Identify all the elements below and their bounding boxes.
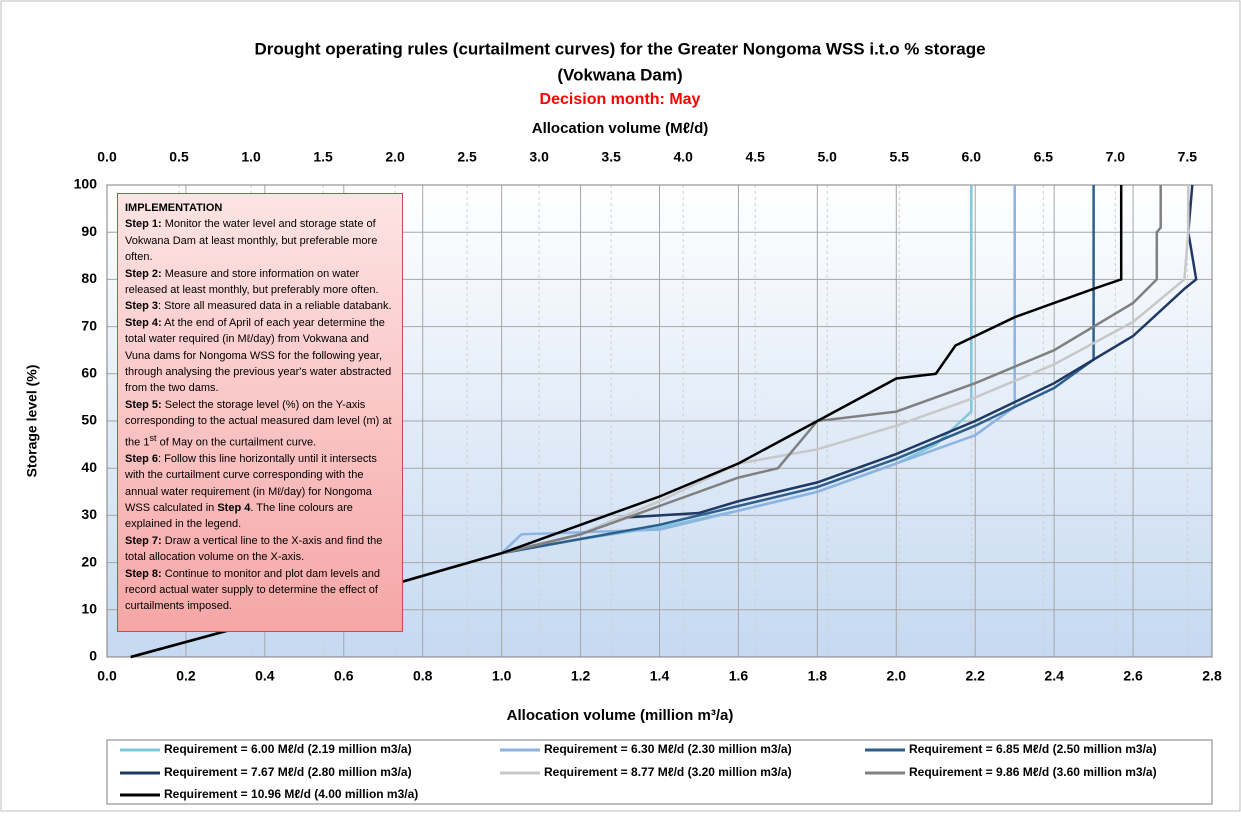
legend-label: Requirement = 8.77 Mℓ/d (3.20 million m3… bbox=[544, 765, 792, 779]
x-tick-label: 1.4 bbox=[650, 668, 670, 684]
x-tick-label: 2.0 bbox=[887, 668, 907, 684]
x2-tick-label: 6.5 bbox=[1034, 149, 1054, 165]
y-tick-label: 60 bbox=[81, 365, 97, 381]
step: Step 2: Measure and store information on… bbox=[125, 266, 395, 299]
step-label: Step 7: bbox=[125, 534, 162, 547]
x-tick-label: 2.4 bbox=[1044, 668, 1064, 684]
step-text: of May on the curtailment curve. bbox=[156, 436, 317, 449]
series-line bbox=[130, 185, 1162, 659]
x-tick-label: 2.2 bbox=[965, 668, 985, 684]
step-label: Step 5: bbox=[125, 398, 162, 411]
x2-tick-label: 5.0 bbox=[818, 149, 838, 165]
legend-box bbox=[106, 739, 1213, 805]
decision-month: Decision month: May bbox=[540, 91, 701, 108]
x2-tick-label: 7.0 bbox=[1106, 149, 1126, 165]
step: Step 1: Monitor the water level and stor… bbox=[125, 216, 395, 265]
x2-tick-label: 1.5 bbox=[313, 149, 333, 165]
step-label: Step 6 bbox=[125, 452, 159, 465]
implementation-box: IMPLEMENTATION Step 1: Monitor the water … bbox=[117, 193, 403, 632]
y-tick-label: 0 bbox=[89, 648, 97, 664]
x-tick-label: 0.6 bbox=[334, 668, 354, 684]
x2-tick-label: 3.0 bbox=[529, 149, 549, 165]
box-title-row: IMPLEMENTATION bbox=[125, 200, 395, 216]
step-label: Step 2: bbox=[125, 267, 162, 280]
x2-tick-label: 5.5 bbox=[890, 149, 910, 165]
step-sup: st bbox=[149, 432, 157, 443]
step: Step 7: Draw a vertical line to the X-ax… bbox=[125, 533, 395, 566]
step-text: Select the storage level (%) on the Y-ax… bbox=[125, 398, 392, 449]
y-axis-title: Storage level (%) bbox=[24, 365, 40, 478]
x-axis-title: Allocation volume (million m³/a) bbox=[507, 707, 734, 724]
y-tick-label: 20 bbox=[81, 553, 97, 569]
x-tick-label: 0.8 bbox=[413, 668, 433, 684]
x-tick-label: 2.6 bbox=[1123, 668, 1143, 684]
step: Step 6: Follow this line horizontally un… bbox=[125, 451, 395, 533]
box-title: IMPLEMENTATION bbox=[125, 202, 223, 214]
x2-tick-label: 0.5 bbox=[169, 149, 189, 165]
x-tick-label: 1.2 bbox=[571, 668, 591, 684]
step-label: Step 4 bbox=[217, 501, 251, 514]
y-tick-label: 10 bbox=[81, 601, 97, 617]
x2-tick-label: 6.0 bbox=[962, 149, 982, 165]
step-text: Continue to monitor and plot dam levels … bbox=[125, 567, 380, 613]
legend-label: Requirement = 7.67 Mℓ/d (2.80 million m3… bbox=[164, 765, 412, 779]
x2-tick-label: 0.0 bbox=[97, 149, 117, 165]
chart-title: Drought operating rules (curtailment cur… bbox=[254, 39, 985, 58]
x-tick-label: 0.4 bbox=[255, 668, 275, 684]
step-label: Step 8: bbox=[125, 567, 162, 580]
x-tick-label: 0.2 bbox=[176, 668, 196, 684]
x-tick-label: 2.8 bbox=[1202, 668, 1222, 684]
step-text: Draw a vertical line to the X-axis and f… bbox=[125, 534, 383, 564]
y-tick-label: 70 bbox=[81, 317, 97, 333]
legend-label: Requirement = 6.85 Mℓ/d (2.50 million m3… bbox=[909, 742, 1157, 756]
x-tick-label: 0.0 bbox=[97, 668, 117, 684]
x2-tick-label: 2.5 bbox=[457, 149, 477, 165]
step-text: : Follow this line horizontally until it… bbox=[125, 452, 377, 514]
x2-axis-title: Allocation volume (Mℓ/d) bbox=[532, 120, 709, 137]
step-label: Step 4: bbox=[125, 316, 162, 329]
legend-label: Requirement = 6.00 Mℓ/d (2.19 million m3… bbox=[164, 742, 412, 756]
x2-tick-label: 1.0 bbox=[241, 149, 261, 165]
step: Step 5: Select the storage level (%) on … bbox=[125, 397, 395, 451]
y-tick-label: 40 bbox=[81, 459, 97, 475]
x2-tick-label: 4.5 bbox=[745, 149, 765, 165]
x2-tick-label: 2.0 bbox=[385, 149, 405, 165]
step-text: At the end of April of each year determi… bbox=[125, 316, 392, 395]
step: Step 4: At the end of April of each year… bbox=[125, 315, 395, 397]
legend-label: Requirement = 10.96 Mℓ/d (4.00 million m… bbox=[164, 787, 418, 801]
x2-tick-label: 4.0 bbox=[673, 149, 693, 165]
step: Step 8: Continue to monitor and plot dam… bbox=[125, 566, 395, 615]
step: Step 3: Store all measured data in a rel… bbox=[125, 298, 395, 314]
y-tick-label: 50 bbox=[81, 412, 97, 428]
x-tick-label: 1.0 bbox=[492, 668, 512, 684]
x2-tick-label: 3.5 bbox=[601, 149, 621, 165]
series-line bbox=[130, 185, 1123, 659]
step-label: Step 3 bbox=[125, 300, 159, 313]
step-label: Step 1: bbox=[125, 218, 162, 231]
step-text: : Store all measured data in a reliable … bbox=[158, 300, 392, 313]
y-tick-label: 80 bbox=[81, 270, 97, 286]
x2-tick-label: 7.5 bbox=[1178, 149, 1198, 165]
step-text: Monitor the water level and storage stat… bbox=[125, 218, 378, 264]
x-tick-label: 1.6 bbox=[729, 668, 749, 684]
y-tick-label: 90 bbox=[81, 223, 97, 239]
legend-label: Requirement = 9.86 Mℓ/d (3.60 million m3… bbox=[909, 765, 1157, 779]
x-tick-label: 1.8 bbox=[808, 668, 828, 684]
step-text: Measure and store information on water r… bbox=[125, 267, 379, 297]
step-text: . The line colours are explained in the … bbox=[125, 501, 353, 531]
legend-label: Requirement = 6.30 Mℓ/d (2.30 million m3… bbox=[544, 742, 792, 756]
y-tick-label: 30 bbox=[81, 506, 97, 522]
y-tick-label: 100 bbox=[74, 176, 98, 192]
plot-frame bbox=[106, 184, 1213, 658]
chart-subtitle: (Vokwana Dam) bbox=[557, 65, 682, 84]
